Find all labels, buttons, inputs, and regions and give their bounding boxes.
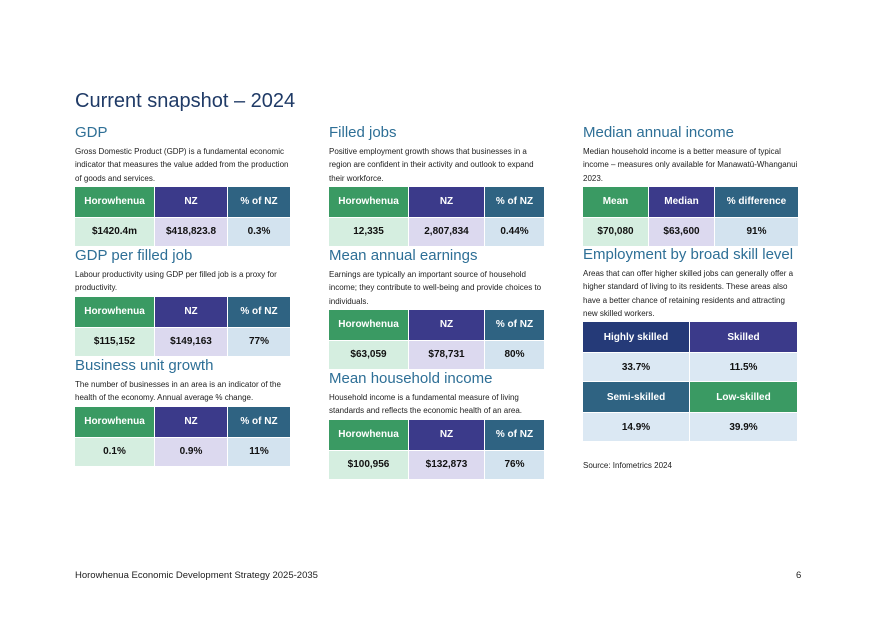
business-growth-table: Horowhenua NZ % of NZ 0.1% 0.9% 11% <box>75 406 291 466</box>
skill-header-low-skilled: Low-skilled <box>690 382 797 413</box>
median-income-description: Median household income is a better meas… <box>583 147 798 183</box>
business-growth-header-nz: NZ <box>155 406 228 437</box>
skill-level-description: Areas that can offer higher skilled jobs… <box>583 269 794 318</box>
skill-level-section: Employment by broad skill level Areas th… <box>583 246 801 442</box>
gdp-per-job-value-horowhenua: $115,152 <box>75 326 155 356</box>
mean-earnings-value-horowhenua: $63,059 <box>329 339 409 369</box>
mean-earnings-header-pct: % of NZ <box>485 309 545 340</box>
filled-jobs-value-nz: 2,807,834 <box>409 216 485 246</box>
skill-value-highly-skilled: 33.7% <box>583 353 689 382</box>
skill-level-grid: Highly skilled Skilled 33.7% 11.5% Semi-… <box>583 322 801 442</box>
filled-jobs-section: Filled jobs Positive employment growth s… <box>329 124 547 246</box>
household-income-description: Household income is a fundamental measur… <box>329 393 523 416</box>
skill-header-highly-skilled: Highly skilled <box>583 322 689 353</box>
gdp-per-job-title: GDP per filled job <box>75 247 193 264</box>
household-income-title: Mean household income <box>329 370 493 387</box>
mean-earnings-section: Mean annual earnings Earnings are typica… <box>329 247 547 369</box>
mean-earnings-title: Mean annual earnings <box>329 247 478 264</box>
business-growth-section: Business unit growth The number of busin… <box>75 357 292 466</box>
gdp-per-job-header-pct: % of NZ <box>228 296 291 327</box>
gdp-value-pct: 0.3% <box>228 216 291 246</box>
mean-earnings-table: Horowhenua NZ % of NZ $63,059 $78,731 80… <box>329 309 545 369</box>
skill-header-skilled: Skilled <box>690 322 797 353</box>
skill-level-title: Employment by broad skill level <box>583 246 794 263</box>
filled-jobs-header-horowhenua: Horowhenua <box>329 186 409 217</box>
gdp-per-job-section: GDP per filled job Labour productivity u… <box>75 247 292 356</box>
gdp-value-horowhenua: $1420.4m <box>75 216 155 246</box>
median-income-header-median: Median <box>649 186 715 217</box>
household-income-header-nz: NZ <box>409 419 485 450</box>
household-income-value-pct: 76% <box>485 449 545 479</box>
gdp-value-nz: $418,823.8 <box>155 216 228 246</box>
business-growth-header-pct: % of NZ <box>228 406 291 437</box>
skill-value-skilled: 11.5% <box>690 353 797 382</box>
gdp-per-job-value-nz: $149,163 <box>155 326 228 356</box>
household-income-section: Mean household income Household income i… <box>329 370 547 479</box>
gdp-header-horowhenua: Horowhenua <box>75 186 155 217</box>
gdp-section: GDP Gross Domestic Product (GDP) is a fu… <box>75 124 292 246</box>
mean-earnings-value-nz: $78,731 <box>409 339 485 369</box>
household-income-value-nz: $132,873 <box>409 449 485 479</box>
business-growth-value-horowhenua: 0.1% <box>75 436 155 466</box>
filled-jobs-description: Positive employment growth shows that bu… <box>329 147 534 183</box>
household-income-table: Horowhenua NZ % of NZ $100,956 $132,873 … <box>329 419 545 479</box>
mean-earnings-description: Earnings are typically an important sour… <box>329 270 542 306</box>
business-growth-description: The number of businesses in an area is a… <box>75 380 281 403</box>
gdp-header-pct: % of NZ <box>228 186 291 217</box>
median-income-value-pct-difference: 91% <box>715 216 799 246</box>
household-income-value-horowhenua: $100,956 <box>329 449 409 479</box>
business-growth-title: Business unit growth <box>75 357 214 374</box>
gdp-per-job-header-nz: NZ <box>155 296 228 327</box>
filled-jobs-header-nz: NZ <box>409 186 485 217</box>
median-income-header-pct-difference: % difference <box>715 186 799 217</box>
business-growth-value-pct: 11% <box>228 436 291 466</box>
skill-value-low-skilled: 39.9% <box>690 413 797 442</box>
median-income-value-mean: $70,080 <box>583 216 649 246</box>
median-income-header-mean: Mean <box>583 186 649 217</box>
business-growth-header-horowhenua: Horowhenua <box>75 406 155 437</box>
filled-jobs-header-pct: % of NZ <box>485 186 545 217</box>
filled-jobs-value-pct: 0.44% <box>485 216 545 246</box>
footer-title: Horowhenua Economic Development Strategy… <box>75 570 318 581</box>
mean-earnings-value-pct: 80% <box>485 339 545 369</box>
mean-earnings-header-horowhenua: Horowhenua <box>329 309 409 340</box>
gdp-header-nz: NZ <box>155 186 228 217</box>
median-income-title: Median annual income <box>583 124 734 141</box>
filled-jobs-table: Horowhenua NZ % of NZ 12,335 2,807,834 0… <box>329 186 545 246</box>
median-income-section: Median annual income Median household in… <box>583 124 801 246</box>
median-income-value-median: $63,600 <box>649 216 715 246</box>
gdp-per-job-value-pct: 77% <box>228 326 291 356</box>
filled-jobs-value-horowhenua: 12,335 <box>329 216 409 246</box>
gdp-per-job-table: Horowhenua NZ % of NZ $115,152 $149,163 … <box>75 296 291 356</box>
business-growth-value-nz: 0.9% <box>155 436 228 466</box>
gdp-per-job-description: Labour productivity using GDP per filled… <box>75 270 277 293</box>
gdp-description: Gross Domestic Product (GDP) is a fundam… <box>75 147 289 183</box>
gdp-per-job-header-horowhenua: Horowhenua <box>75 296 155 327</box>
source-note: Source: Infometrics 2024 <box>583 461 672 470</box>
skill-header-semi-skilled: Semi-skilled <box>583 382 689 413</box>
household-income-header-pct: % of NZ <box>485 419 545 450</box>
median-income-table: Mean Median % difference $70,080 $63,600… <box>583 186 799 246</box>
skill-value-semi-skilled: 14.9% <box>583 413 689 442</box>
filled-jobs-title: Filled jobs <box>329 124 397 141</box>
page-title: Current snapshot – 2024 <box>75 90 296 112</box>
household-income-header-horowhenua: Horowhenua <box>329 419 409 450</box>
gdp-table: Horowhenua NZ % of NZ $1420.4m $418,823.… <box>75 186 291 246</box>
page-number: 6 <box>796 570 802 581</box>
gdp-title: GDP <box>75 124 108 141</box>
mean-earnings-header-nz: NZ <box>409 309 485 340</box>
